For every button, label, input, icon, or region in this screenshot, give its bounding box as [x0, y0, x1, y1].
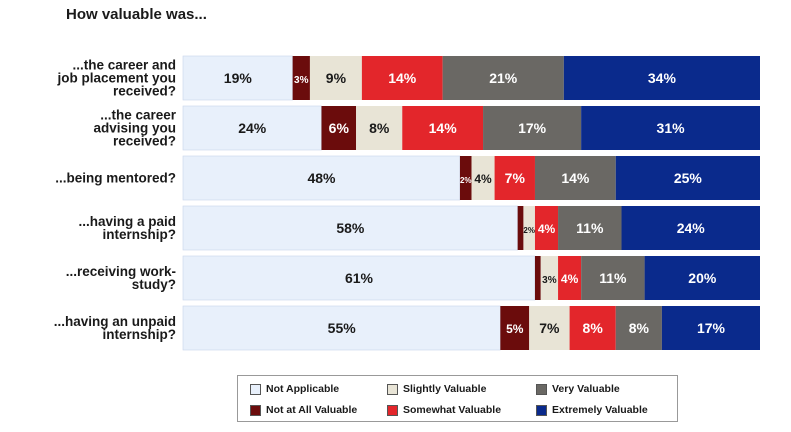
legend-swatch-extremely-valuable [536, 404, 547, 416]
bar-segment-very-valuable-1 [483, 106, 582, 150]
data-label-extremely-valuable-5: 17% [697, 320, 726, 336]
bar-segment-very-valuable-5 [615, 306, 662, 350]
data-label-somewhat-valuable-2: 7% [505, 170, 526, 186]
legend-label-slightly-valuable: Slightly Valuable [403, 383, 487, 395]
data-label-not-applicable-5: 55% [328, 320, 357, 336]
bar-segment-not-applicable-5 [182, 305, 501, 351]
category-label-0: ...the career and job placement you receiv… [56, 58, 176, 99]
data-label-extremely-valuable-2: 25% [674, 170, 703, 186]
data-label-somewhat-valuable-5: 8% [583, 320, 604, 336]
bar-segment-slightly-valuable-1 [356, 106, 403, 150]
legend-label-not-at-all-valuable: Not at All Valuable [266, 404, 358, 416]
data-label-not-applicable-3: 58% [336, 220, 365, 236]
legend-swatch-somewhat-valuable [387, 404, 398, 416]
bar-segment-somewhat-valuable-5 [569, 306, 616, 350]
legend-item-not-at-all-valuable: Not at All Valuable [250, 404, 357, 416]
data-label-slightly-valuable-0: 9% [326, 70, 347, 86]
legend-label-extremely-valuable: Extremely Valuable [552, 404, 648, 416]
bar-segment-not-at-all-valuable-0 [292, 56, 310, 100]
data-label-extremely-valuable-1: 31% [657, 120, 686, 136]
data-label-somewhat-valuable-3: 4% [538, 222, 556, 236]
data-label-very-valuable-0: 21% [489, 70, 518, 86]
category-label-1: ...the career advising you received? [93, 108, 176, 149]
legend-item-somewhat-valuable: Somewhat Valuable [387, 404, 501, 416]
data-label-extremely-valuable-4: 20% [688, 270, 717, 286]
data-label-somewhat-valuable-1: 14% [429, 120, 458, 136]
data-label-not-applicable-4: 61% [345, 270, 374, 286]
data-label-very-valuable-3: 11% [576, 220, 604, 236]
bar-segment-extremely-valuable-5 [661, 306, 760, 350]
legend-item-not-applicable: Not Applicable [250, 383, 339, 395]
data-label-not-at-all-valuable-1: 6% [329, 120, 350, 136]
data-label-slightly-valuable-2: 4% [474, 172, 492, 186]
legend-item-very-valuable: Very Valuable [536, 383, 620, 395]
data-label-not-at-all-valuable-5: 5% [506, 322, 524, 336]
bar-segment-slightly-valuable-5 [529, 306, 570, 350]
bar-segment-slightly-valuable-3 [523, 206, 535, 250]
bar-segment-extremely-valuable-4 [644, 256, 760, 300]
stacked-bar-chart: ...the career and job placement you receiv… [54, 55, 760, 351]
data-label-slightly-valuable-4: 3% [542, 275, 557, 286]
bar-segment-not-applicable-2 [182, 155, 461, 201]
bar-segment-extremely-valuable-3 [621, 206, 760, 250]
bar-segment-slightly-valuable-2 [471, 156, 495, 200]
data-label-not-applicable-2: 48% [307, 170, 336, 186]
legend-item-extremely-valuable: Extremely Valuable [536, 404, 648, 416]
legend-swatch-slightly-valuable [387, 383, 398, 395]
category-label-4: ...receiving work-study? [66, 264, 176, 292]
bar-segment-not-at-all-valuable-1 [321, 106, 357, 150]
data-label-very-valuable-2: 14% [561, 170, 590, 186]
bar-segment-somewhat-valuable-0 [361, 56, 443, 100]
data-label-very-valuable-1: 17% [518, 120, 547, 136]
data-label-extremely-valuable-0: 34% [648, 70, 677, 86]
bar-segment-extremely-valuable-1 [581, 106, 760, 150]
bar-segment-slightly-valuable-4 [540, 256, 559, 300]
legend-label-not-applicable: Not Applicable [266, 383, 340, 395]
data-label-slightly-valuable-5: 7% [539, 320, 560, 336]
category-label-5: ...having an unpaid internship? [54, 314, 176, 342]
chart-title: How valuable was... [66, 6, 207, 23]
bar-segment-somewhat-valuable-3 [534, 206, 559, 250]
data-label-very-valuable-4: 11% [599, 270, 627, 286]
bar-segment-somewhat-valuable-4 [558, 256, 582, 300]
category-label-3: ...having a paid internship? [78, 214, 176, 242]
bar-segment-not-applicable-1 [182, 105, 322, 151]
bar-segment-not-applicable-3 [182, 205, 518, 251]
legend-label-very-valuable: Very Valuable [552, 383, 620, 395]
data-label-not-at-all-valuable-0: 3% [294, 75, 309, 86]
bar-segment-not-at-all-valuable-2 [459, 156, 472, 200]
bar-segment-somewhat-valuable-1 [402, 106, 484, 150]
data-label-somewhat-valuable-0: 14% [388, 70, 417, 86]
legend-swatch-not-applicable [250, 383, 261, 395]
data-label-not-applicable-0: 19% [224, 70, 253, 86]
category-label-2: ...being mentored? [55, 171, 176, 186]
bar-segment-very-valuable-0 [442, 56, 564, 100]
bar-segment-somewhat-valuable-2 [494, 156, 535, 200]
bar-segment-very-valuable-2 [534, 156, 616, 200]
bar-segment-not-at-all-valuable-3 [517, 206, 524, 250]
data-label-not-at-all-valuable-2: 2% [460, 176, 472, 185]
data-label-extremely-valuable-3: 24% [677, 220, 706, 236]
bar-segment-very-valuable-4 [581, 256, 645, 300]
bar-segment-extremely-valuable-2 [615, 156, 760, 200]
legend-swatch-not-at-all-valuable [250, 404, 261, 416]
bar-segment-not-at-all-valuable-5 [500, 306, 530, 350]
bar-segment-slightly-valuable-0 [309, 56, 362, 100]
bar-segment-very-valuable-3 [558, 206, 622, 250]
legend-label-somewhat-valuable: Somewhat Valuable [403, 404, 502, 416]
legend: Not Applicable Not at All Valuable Sligh… [237, 375, 678, 422]
data-label-slightly-valuable-1: 8% [369, 120, 390, 136]
data-label-not-applicable-1: 24% [238, 120, 267, 136]
bar-segment-not-at-all-valuable-4 [534, 256, 541, 300]
data-label-somewhat-valuable-4: 4% [561, 272, 579, 286]
bar-segment-not-applicable-4 [182, 255, 536, 301]
data-label-very-valuable-5: 8% [629, 320, 650, 336]
legend-item-slightly-valuable: Slightly Valuable [387, 383, 486, 395]
data-label-slightly-valuable-3: 2% [523, 226, 535, 235]
bar-segment-extremely-valuable-0 [563, 56, 760, 100]
legend-swatch-very-valuable [536, 383, 547, 395]
